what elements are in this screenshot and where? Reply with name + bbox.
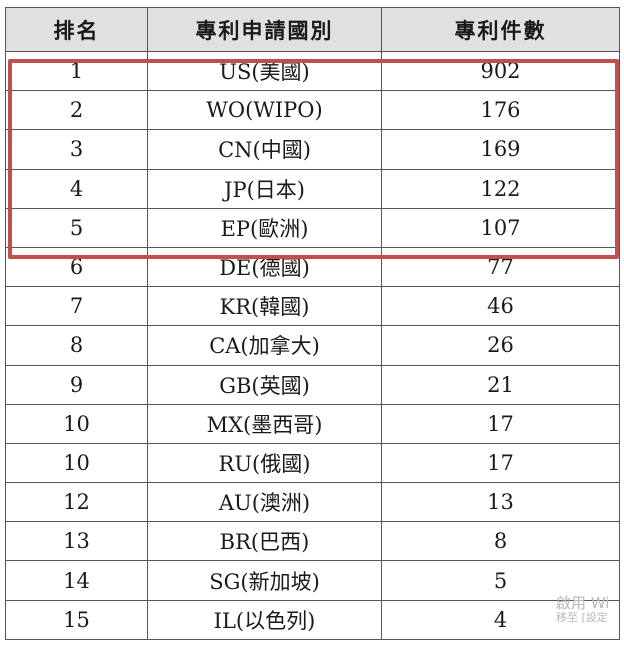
table-row: 13 BR(巴西) 8 xyxy=(5,521,620,562)
cell-count: 5 xyxy=(381,560,620,601)
cell-country: EP(歐洲) xyxy=(147,207,382,248)
cell-country: RU(俄國) xyxy=(147,442,382,484)
cell-country: BR(巴西) xyxy=(147,521,382,562)
table-row: 12 AU(澳洲) 13 xyxy=(5,482,620,523)
cell-country: SG(新加坡) xyxy=(147,560,382,601)
cell-country: DE(德國) xyxy=(147,246,382,288)
table-row: 14 SG(新加坡) 5 xyxy=(5,560,620,601)
cell-rank: 10 xyxy=(5,442,148,484)
cell-rank: 7 xyxy=(5,286,148,327)
patent-ranking-table: 排名 專利申請國別 專利件數 1 US(美國) 902 2 WO(WIPO) 176 3 CN… xyxy=(5,7,620,640)
cell-country: AU(澳洲) xyxy=(147,482,382,523)
cell-country: CN(中國) xyxy=(147,129,382,170)
cell-rank: 10 xyxy=(5,403,148,444)
cell-count: 107 xyxy=(381,207,620,248)
cell-rank: 13 xyxy=(5,521,148,562)
cell-count: 122 xyxy=(381,168,620,209)
table-row: 10 RU(俄國) 17 xyxy=(5,442,620,484)
cell-count: 169 xyxy=(381,129,620,170)
cell-count: 902 xyxy=(381,50,620,92)
table-row: 3 CN(中國) 169 xyxy=(5,129,620,170)
cell-count: 21 xyxy=(381,364,620,405)
cell-rank: 6 xyxy=(5,246,148,288)
cell-country: KR(韓國) xyxy=(147,286,382,327)
cell-country: CA(加拿大) xyxy=(147,325,382,366)
table-row: 5 EP(歐洲) 107 xyxy=(5,207,620,248)
watermark-line-1: 啟用 Wi xyxy=(556,595,610,612)
cell-count: 17 xyxy=(381,442,620,484)
watermark-line-2: 移至 [設定 xyxy=(556,611,608,625)
activation-watermark: 啟用 Wi 移至 [設定 xyxy=(556,595,624,625)
cell-country: MX(墨西哥) xyxy=(147,403,382,444)
cell-count: 8 xyxy=(381,521,620,562)
cell-rank: 14 xyxy=(5,560,148,601)
cell-rank: 5 xyxy=(5,207,148,248)
patent-ranking-table-container: 排名 專利申請國別 專利件數 1 US(美國) 902 2 WO(WIPO) 176 3 CN… xyxy=(5,7,620,640)
cell-rank: 9 xyxy=(5,364,148,405)
cell-count: 77 xyxy=(381,246,620,288)
cell-count: 176 xyxy=(381,90,620,131)
table-row: 9 GB(英國) 21 xyxy=(5,364,620,405)
cell-rank: 8 xyxy=(5,325,148,366)
cell-rank: 4 xyxy=(5,168,148,209)
cell-country: GB(英國) xyxy=(147,364,382,405)
table-row: 7 KR(韓國) 46 xyxy=(5,286,620,327)
cell-count: 13 xyxy=(381,482,620,523)
table-row: 4 JP(日本) 122 xyxy=(5,168,620,209)
cell-rank: 12 xyxy=(5,482,148,523)
cell-country: JP(日本) xyxy=(147,168,382,209)
cell-rank: 3 xyxy=(5,129,148,170)
table-body: 1 US(美國) 902 2 WO(WIPO) 176 3 CN(中國) 169 4 JP(日本) 1… xyxy=(5,50,620,640)
cell-count: 26 xyxy=(381,325,620,366)
cell-count: 17 xyxy=(381,403,620,444)
cell-country: IL(以色列) xyxy=(147,599,382,640)
table-row: 15 IL(以色列) 4 xyxy=(5,599,620,640)
table-row: 2 WO(WIPO) 176 xyxy=(5,90,620,131)
cell-count: 4 xyxy=(381,599,620,640)
table-row: 10 MX(墨西哥) 17 xyxy=(5,403,620,444)
table-row: 8 CA(加拿大) 26 xyxy=(5,325,620,366)
cell-rank: 2 xyxy=(5,90,148,131)
cell-country: WO(WIPO) xyxy=(147,90,382,131)
table-row: 6 DE(德國) 77 xyxy=(5,246,620,288)
cell-country: US(美國) xyxy=(147,50,382,92)
table-row: 1 US(美國) 902 xyxy=(5,50,620,92)
cell-rank: 15 xyxy=(5,599,148,640)
header-count: 專利件數 xyxy=(381,7,620,52)
cell-rank: 1 xyxy=(5,50,148,92)
table-header-row: 排名 專利申請國別 專利件數 xyxy=(5,7,620,52)
header-rank: 排名 xyxy=(5,7,148,52)
header-country: 專利申請國別 xyxy=(147,7,382,52)
cell-count: 46 xyxy=(381,286,620,327)
